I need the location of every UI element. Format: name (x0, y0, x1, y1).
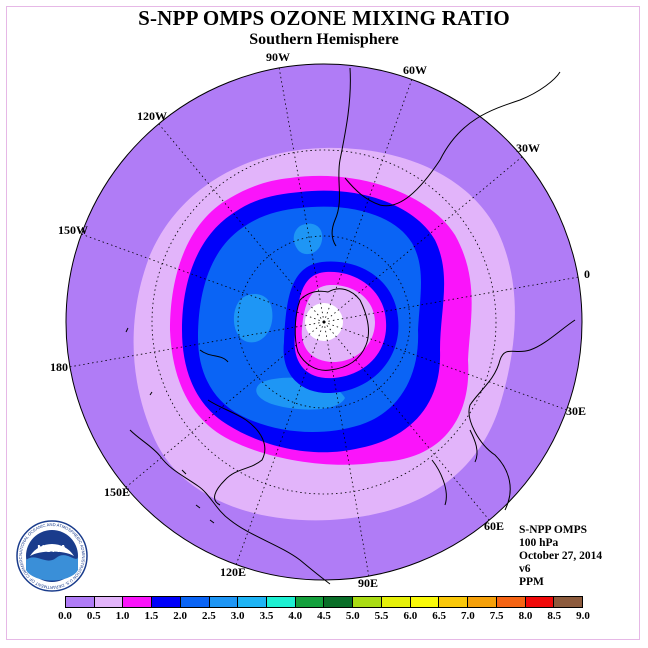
lon-label-120e: 120E (220, 565, 246, 579)
colorbar-tick-label: 6.0 (403, 610, 418, 622)
colorbar-tick-label: 5.5 (374, 610, 389, 622)
colorbar-labels: 0.0 0.5 1.0 1.5 2.0 2.5 3.0 3.5 4.0 4.5 5.0 5.5 6.0 6… (58, 610, 590, 624)
colorbar-tick-label: 0.5 (86, 610, 101, 622)
colorbar-swatch (94, 597, 124, 607)
product-info: S-NPP OMPS 100 hPa October 27, 2014 v6 P… (519, 524, 602, 589)
info-units: PPM (519, 576, 544, 588)
graticule (68, 66, 580, 578)
colorbar-tick-label: 2.0 (173, 610, 187, 622)
lon-label-90w: 90W (266, 50, 290, 64)
colorbar-tick-label: 6.5 (432, 610, 446, 622)
ozone-band-2.5-3 (293, 223, 323, 255)
figure-subtitle: Southern Hemisphere (249, 31, 399, 48)
figure-frame (6, 6, 640, 640)
colorbar-tick-label: 8.0 (518, 610, 533, 622)
noaa-logo: NOAA NATIONAL OCEANIC AND ATMOSPHERIC AD… (15, 516, 88, 592)
lon-label-30e: 30E (566, 404, 586, 418)
colorbar-tick-label: 7.0 (461, 610, 475, 622)
colorbar-tick-label: 4.5 (317, 610, 331, 622)
longitude-labels: 90W 60W 30W 0 30E 60E 90E 120E 150E 180 … (50, 50, 590, 590)
colorbar-tick-label: 4.0 (288, 610, 303, 622)
colorbar-swatch (180, 597, 210, 607)
colorbar-swatch (238, 597, 268, 607)
colorbar-swatch (525, 597, 555, 607)
lon-label-150w: 150W (58, 223, 88, 237)
colorbar-swatch (410, 597, 440, 607)
lon-label-90e: 90E (358, 576, 378, 590)
colorbar-swatch (468, 597, 497, 607)
colorbar-tick-label: 5.0 (345, 610, 360, 622)
lon-label-0: 0 (584, 267, 590, 281)
figure-title: S-NPP OMPS OZONE MIXING RATIO (138, 6, 510, 30)
colorbar-swatch (381, 597, 411, 607)
colorbar-swatch (554, 597, 582, 607)
colorbar-swatch (439, 597, 469, 607)
ozone-band-2.5-3 (233, 294, 273, 343)
svg-text:NOAA: NOAA (37, 544, 66, 555)
colorbar-tick-label: 9.0 (576, 610, 590, 622)
info-date: October 27, 2014 (519, 550, 603, 562)
colorbar-swatch (353, 597, 382, 607)
colorbar-swatch (209, 597, 239, 607)
lon-label-60w: 60W (403, 63, 427, 77)
colorbar-tick-label: 7.5 (489, 610, 504, 622)
info-pressure: 100 hPa (519, 537, 559, 549)
colorbar-swatch (152, 597, 181, 607)
lon-label-180: 180 (50, 360, 68, 374)
pole-marker (322, 320, 326, 324)
colorbar-swatch (66, 597, 95, 607)
colorbar-tick-label: 8.5 (547, 610, 562, 622)
colorbar-tick-label: 3.5 (259, 610, 274, 622)
info-version: v6 (519, 563, 531, 575)
lon-label-150e: 150E (104, 485, 130, 499)
colorbar-swatch (496, 597, 526, 607)
colorbar-swatch (267, 597, 296, 607)
lon-label-60e: 60E (484, 519, 504, 533)
colorbar-tick-label: 0.0 (58, 610, 72, 622)
ozone-field (66, 64, 582, 580)
lon-label-120w: 120W (137, 109, 167, 123)
lon-label-30w: 30W (516, 141, 540, 155)
colorbar (65, 596, 583, 608)
colorbar-tick-label: 3.0 (230, 610, 245, 622)
colorbar-tick-label: 1.0 (115, 610, 130, 622)
colorbar-tick-label: 1.5 (144, 610, 159, 622)
colorbar-tick-label: 2.5 (202, 610, 216, 622)
colorbar-swatch (324, 597, 354, 607)
colorbar-swatch (295, 597, 325, 607)
info-instrument: S-NPP OMPS (519, 524, 588, 536)
coastlines (125, 67, 576, 585)
map-boundary (65, 63, 583, 581)
colorbar-swatch (123, 597, 153, 607)
